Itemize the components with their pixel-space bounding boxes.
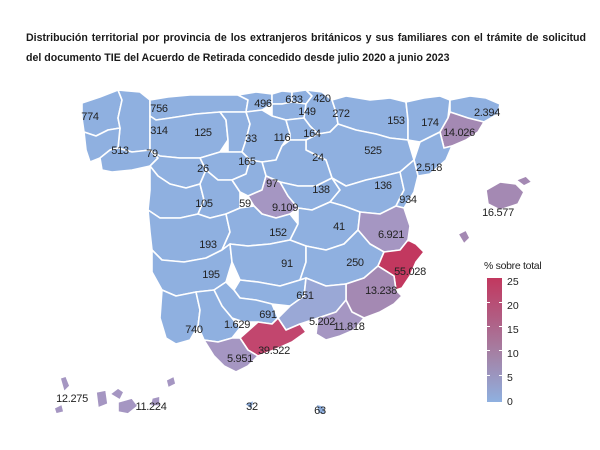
- label-madrid: 9.109: [272, 202, 298, 214]
- label-baleares: 16.577: [482, 207, 514, 219]
- label-malaga: 39.522: [258, 345, 290, 357]
- label-melilla: 63: [314, 405, 326, 417]
- label-cadiz: 5.951: [227, 353, 253, 365]
- label-alava: 149: [298, 106, 316, 118]
- label-asturias: 756: [150, 103, 168, 115]
- province-las-palmas-lanzarote[interactable]: [59, 375, 71, 393]
- label-zaragoza: 525: [364, 145, 382, 157]
- province-baleares-ibiza[interactable]: [457, 229, 471, 245]
- label-gipuzkoa: 420: [313, 93, 331, 105]
- label-salamanca: 105: [195, 198, 213, 210]
- province-melilla[interactable]: [315, 403, 327, 415]
- label-alicante: 55.028: [394, 266, 426, 278]
- label-ciudad-real: 91: [281, 258, 293, 270]
- label-ceuta: 32: [246, 401, 258, 413]
- label-albacete: 250: [346, 257, 364, 269]
- province-tenerife[interactable]: [117, 397, 139, 415]
- label-granada: 5.202: [309, 316, 335, 328]
- label-valencia: 6.921: [378, 229, 404, 241]
- label-a-coruna: 774: [81, 111, 99, 123]
- label-huesca: 153: [387, 115, 405, 127]
- province-tenerife-gomera[interactable]: [149, 395, 161, 407]
- legend-label-0: 0: [507, 396, 513, 408]
- legend-label-10: 10: [507, 348, 519, 360]
- label-rioja: 164: [303, 128, 321, 140]
- label-palencia: 33: [245, 133, 257, 145]
- label-caceres: 193: [199, 239, 217, 251]
- province-las-palmas-fuerteventura[interactable]: [109, 387, 125, 401]
- label-murcia: 13.238: [365, 285, 397, 297]
- label-cuenca: 41: [333, 221, 345, 233]
- label-cantabria: 496: [254, 98, 272, 110]
- legend-label-20: 20: [507, 300, 519, 312]
- province-almeria[interactable]: [315, 299, 365, 341]
- province-castellon[interactable]: [395, 159, 419, 209]
- province-las-palmas-grancanaria[interactable]: [95, 389, 109, 409]
- label-badajoz: 195: [202, 269, 220, 281]
- province-tenerife-lapalma[interactable]: [165, 375, 177, 389]
- label-avila: 59: [239, 198, 251, 210]
- province-cantabria[interactable]: [237, 91, 273, 113]
- province-baleares-mallorca[interactable]: [485, 181, 525, 211]
- legend: % sobre total 25 20 15 10 5 0: [484, 260, 554, 410]
- province-lugo[interactable]: [117, 89, 151, 153]
- province-barcelona[interactable]: [439, 111, 485, 149]
- label-soria: 24: [312, 152, 324, 164]
- legend-label-15: 15: [507, 324, 519, 336]
- chart-title: Distribución territorial por provincia d…: [26, 32, 586, 64]
- legend-color-bar: [487, 278, 502, 402]
- label-cordoba: 651: [296, 290, 314, 302]
- province-huelva[interactable]: [159, 289, 201, 345]
- label-castellon: 934: [399, 194, 417, 206]
- legend-label-5: 5: [507, 372, 513, 384]
- label-tenerife: 11.224: [135, 401, 166, 413]
- label-almeria: 11.818: [333, 321, 364, 333]
- label-tarragona: 2.518: [416, 162, 442, 174]
- label-guadalajara: 138: [312, 184, 330, 196]
- label-navarra: 272: [332, 108, 350, 120]
- label-lleida: 174: [421, 117, 439, 129]
- label-toledo: 152: [269, 227, 287, 239]
- label-las-palmas: 12.275: [56, 393, 88, 405]
- label-bizkaia: 633: [285, 94, 303, 106]
- legend-title: % sobre total: [484, 260, 542, 272]
- label-jaen: 691: [259, 309, 277, 321]
- label-ourense: 79: [146, 148, 158, 160]
- province-ceuta[interactable]: [243, 399, 255, 411]
- label-valladolid: 165: [238, 156, 256, 168]
- legend-label-25: 25: [507, 276, 519, 288]
- label-zamora: 26: [197, 163, 209, 175]
- province-cadiz[interactable]: [203, 337, 259, 373]
- label-huelva: 740: [185, 324, 203, 336]
- province-ciudad-real[interactable]: [229, 239, 307, 287]
- label-teruel: 136: [374, 180, 392, 192]
- label-burgos: 116: [274, 132, 291, 144]
- label-segovia: 97: [266, 178, 278, 190]
- label-sevilla: 1.629: [224, 319, 250, 331]
- label-pontevedra: 513: [111, 145, 129, 157]
- label-leon: 125: [194, 127, 212, 139]
- label-lugo: 314: [150, 125, 168, 137]
- label-barcelona: 14.026: [443, 127, 475, 139]
- label-girona: 2.394: [474, 107, 500, 119]
- province-tenerife-hierro[interactable]: [53, 403, 65, 415]
- province-baleares-menorca[interactable]: [515, 175, 533, 187]
